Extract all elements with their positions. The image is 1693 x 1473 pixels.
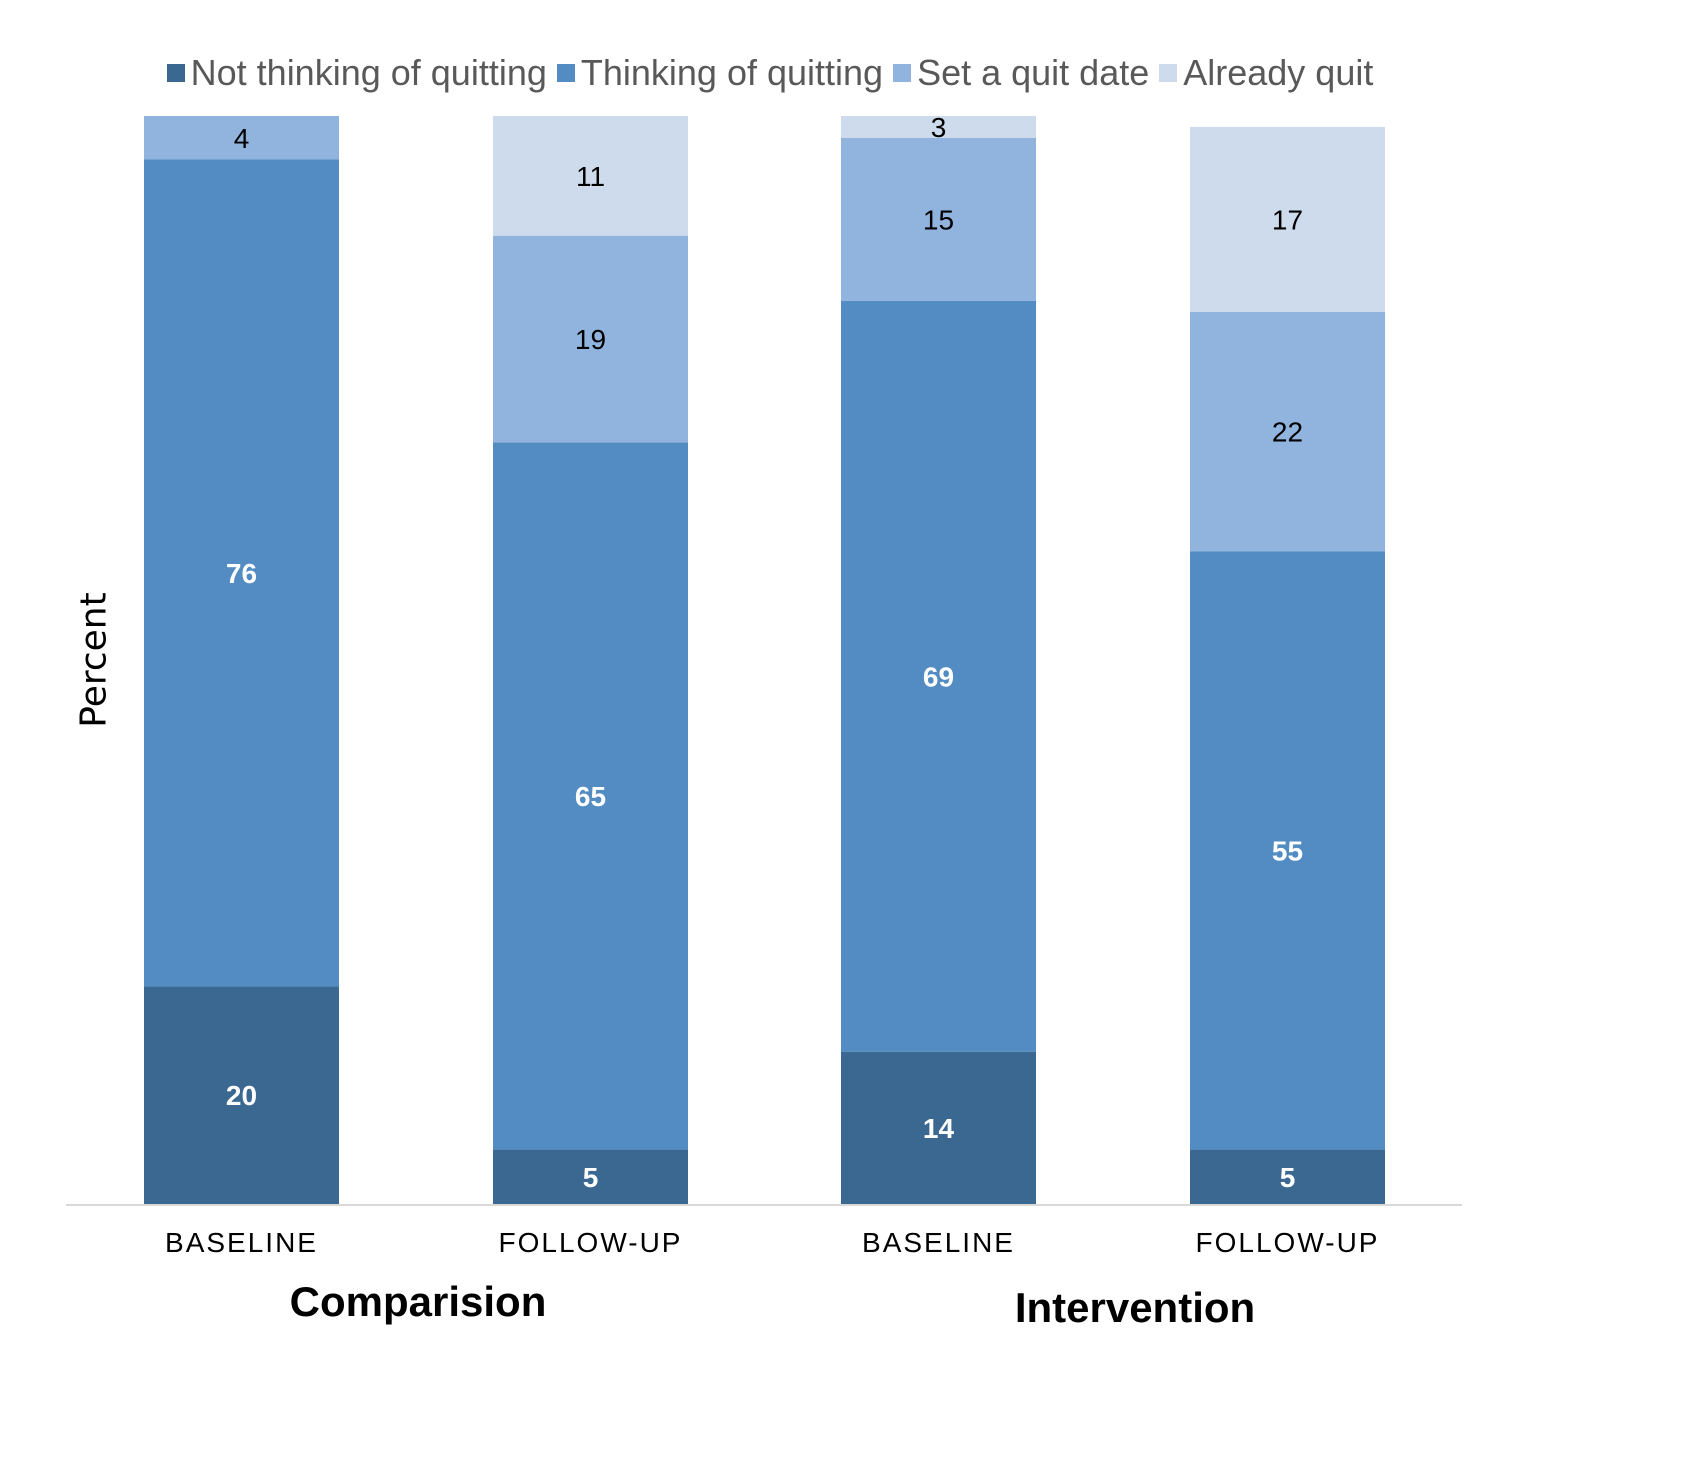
data-label: 55 <box>1272 835 1303 866</box>
bar-segment <box>144 116 339 160</box>
data-label: 17 <box>1272 204 1303 235</box>
x-tick-label: BASELINE <box>165 1227 318 1258</box>
x-tick-label: BASELINE <box>862 1227 1015 1258</box>
bar-segment <box>1190 551 1385 1150</box>
legend-item: Thinking of quitting <box>556 52 884 94</box>
data-label: 22 <box>1272 417 1303 448</box>
legend-swatch <box>1159 64 1178 82</box>
data-label: 4 <box>234 123 250 154</box>
data-label: 5 <box>583 1162 599 1193</box>
bar-segment <box>1190 311 1385 552</box>
x-tick-label: FOLLOW-UP <box>499 1227 683 1258</box>
bar-segment <box>144 986 339 1204</box>
data-label: 3 <box>931 112 947 143</box>
legend-label: Set a quit date <box>917 52 1150 93</box>
data-label: 69 <box>923 661 954 692</box>
legend-swatch <box>893 64 912 82</box>
bar-segment <box>493 116 688 236</box>
chart-legend: Not thinking of quitting Thinking of quit… <box>0 52 1540 94</box>
bar-segment <box>1190 126 1385 312</box>
group-label: Intervention <box>1014 1284 1256 1331</box>
data-label: 19 <box>575 324 606 355</box>
legend-item: Already quit <box>1159 52 1373 94</box>
bar-segment <box>493 1149 688 1204</box>
x-tick-label: FOLLOW-UP <box>1196 1227 1380 1258</box>
legend-swatch <box>166 64 185 82</box>
legend-label: Already quit <box>1183 52 1374 93</box>
legend-item: Not thinking of quitting <box>166 52 547 94</box>
data-label: 65 <box>575 781 606 812</box>
bar-segment <box>493 442 688 1150</box>
bar-segment <box>841 137 1036 301</box>
group-label: Comparision <box>289 1278 547 1325</box>
data-label: 20 <box>226 1080 257 1111</box>
legend-swatch <box>556 64 575 82</box>
bar-segment <box>841 116 1036 138</box>
bar-segment <box>1190 1149 1385 1204</box>
bar-segment <box>841 1051 1036 1204</box>
legend-label: Thinking of quitting <box>580 52 884 93</box>
data-label: 15 <box>923 204 954 235</box>
bar-segment <box>493 235 688 443</box>
data-label: 5 <box>1280 1162 1296 1193</box>
data-label: 76 <box>226 558 257 589</box>
bar-segment <box>841 300 1036 1052</box>
legend-item: Set a quit date <box>893 52 1149 94</box>
data-label: 11 <box>576 161 605 192</box>
legend-label: Not thinking of quitting <box>190 52 547 93</box>
data-label: 14 <box>923 1113 955 1144</box>
bar-segment <box>144 159 339 987</box>
